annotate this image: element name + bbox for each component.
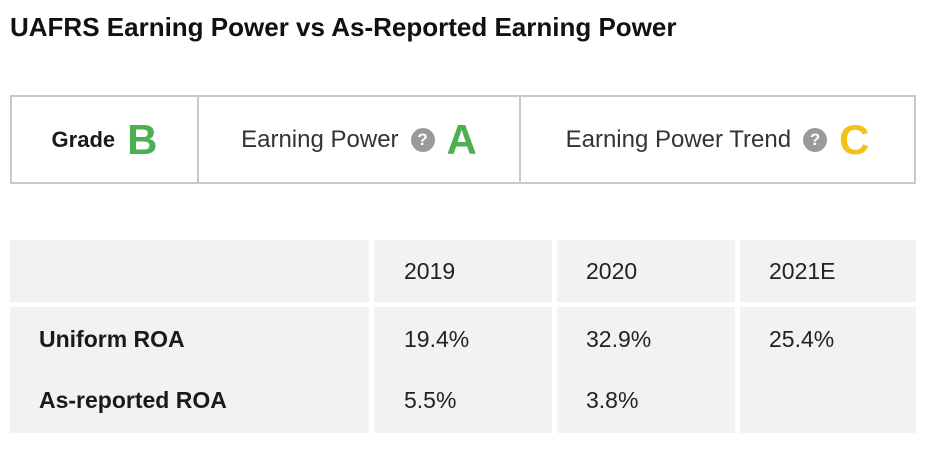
overall-grade-letter: B xyxy=(127,115,158,163)
header-empty-cell xyxy=(10,240,369,302)
overall-grade-label: Grade xyxy=(51,126,116,152)
help-icon[interactable]: ? xyxy=(803,127,828,152)
header-cell-2021e xyxy=(740,240,916,302)
table-cell: 19.4% xyxy=(404,326,470,352)
table-cell: 5.5% xyxy=(404,387,457,413)
body-label-cell xyxy=(10,307,369,433)
earning-power-grade-letter: A xyxy=(446,115,477,163)
table-cell: 3.8% xyxy=(586,387,639,413)
earning-power-cell: Earning Power ? A xyxy=(199,97,521,182)
page-title: UAFRS Earning Power vs As-Reported Earni… xyxy=(10,12,677,42)
help-icon[interactable]: ? xyxy=(410,127,435,152)
body-cell-2019 xyxy=(374,307,552,433)
earning-power-trend-cell: Earning Power Trend ? C xyxy=(521,97,914,182)
header-cell-2020 xyxy=(557,240,735,302)
header-cell-2019 xyxy=(374,240,552,302)
grade-summary: Grade B Earning Power ? A Earning Power … xyxy=(10,95,916,184)
table-cell: 25.4% xyxy=(769,326,835,352)
row-label-uniform-roa: Uniform ROA xyxy=(39,326,185,352)
earning-power-trend-label: Earning Power Trend xyxy=(565,125,792,153)
earning-power-trend-grade-letter: C xyxy=(839,115,870,163)
column-header: 2021E xyxy=(769,258,836,284)
table-cell: 32.9% xyxy=(586,326,652,352)
overall-grade-cell: Grade B xyxy=(12,97,199,182)
column-header: 2019 xyxy=(404,258,456,284)
earning-power-label: Earning Power xyxy=(241,125,399,153)
row-label-as-reported-roa: As-reported ROA xyxy=(39,387,227,413)
roa-table: 2019 2020 2021E Uniform ROA 19.4% 32.9% … xyxy=(10,240,916,433)
body-cell-2020 xyxy=(557,307,735,433)
body-cell-2021e xyxy=(740,307,916,433)
column-header: 2020 xyxy=(586,258,638,284)
